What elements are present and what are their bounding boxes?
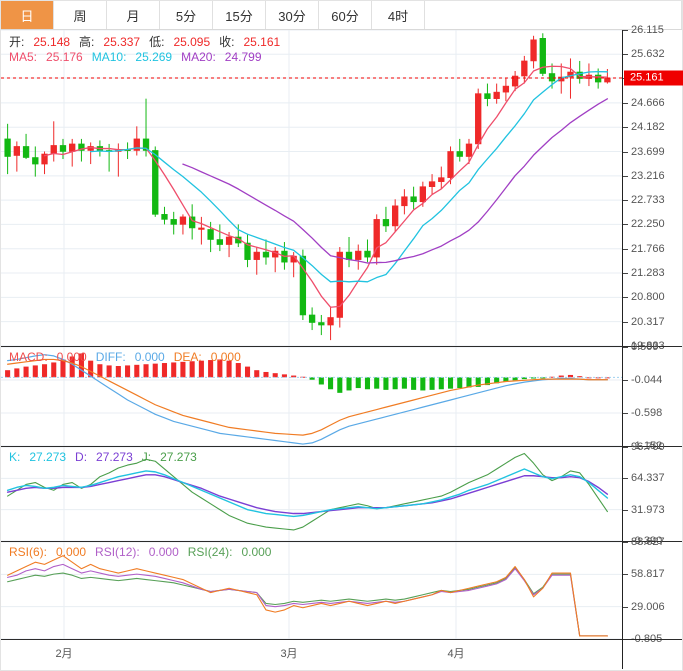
axis-tick-label: -0.598 — [631, 406, 663, 419]
chart-area: 26.115 25.632 25.161 24.666 24.182 23.699 23.2… — [1, 24, 683, 670]
axis-tick-label: 21.766 — [631, 242, 665, 255]
axis-tick — [623, 412, 628, 414]
axis-tick — [623, 509, 628, 511]
macd-axis: 0.509 -0.044 -0.598 -1.152 — [622, 341, 682, 452]
axis-tick-label: 20.317 — [631, 315, 665, 328]
axis-tick-label: 26.115 — [631, 24, 664, 36]
axis-tick-label: 23.216 — [631, 169, 665, 182]
axis-tick — [623, 224, 628, 226]
axis-tick — [623, 347, 628, 348]
axis-tick — [623, 273, 628, 275]
axis-tick — [623, 447, 628, 448]
axis-tick — [623, 54, 628, 56]
axis-tick-label: 24.666 — [631, 96, 665, 109]
axis-tick-label: 23.699 — [631, 145, 665, 158]
x-axis-labels: 2月 3月 4月 — [1, 639, 622, 669]
axis-tick-label: 21.283 — [631, 267, 665, 280]
axis-tick — [623, 248, 628, 250]
axis-tick-label: 22.250 — [631, 218, 665, 231]
axis-tick-label: 0.509 — [631, 341, 659, 353]
axis-tick — [623, 102, 628, 104]
axis-tick-label: 20.800 — [631, 291, 665, 304]
x-axis-corner — [622, 639, 682, 669]
axis-tick-label: 29.006 — [631, 600, 665, 613]
tab-7[interactable]: 4时 — [372, 1, 425, 29]
current-price-badge: 25.161 — [624, 70, 683, 86]
tab-6[interactable]: 60分 — [319, 1, 372, 29]
axis-tick — [623, 175, 628, 177]
timeframe-tabbar: 日周月 5分 15分 30分 60分 4时 — [1, 1, 682, 30]
x-tick-label: 4月 — [447, 648, 465, 660]
tab-2[interactable]: 月 — [107, 1, 160, 29]
tab-1[interactable]: 周 — [54, 1, 107, 29]
axis-tick-label: 24.182 — [631, 121, 665, 134]
axis-tick — [623, 321, 628, 323]
axis-tick — [623, 30, 628, 31]
axis-tick — [623, 297, 628, 299]
kdj-plot[interactable] — [1, 447, 622, 541]
axis-tick — [623, 151, 628, 153]
axis-tick — [623, 606, 628, 608]
axis-tick — [623, 542, 628, 543]
axis-tick-label: 58.817 — [631, 568, 665, 581]
tabbar-filler — [425, 1, 682, 29]
axis-tick-label: 96.700 — [631, 441, 665, 453]
rsi-axis: 88.627 58.817 29.006 -0.805 — [622, 536, 682, 645]
rsi-plot[interactable] — [1, 542, 622, 639]
axis-tick-label: 22.733 — [631, 194, 665, 207]
axis-tick — [623, 574, 628, 576]
tab-4[interactable]: 15分 — [213, 1, 266, 29]
tab-3[interactable]: 5分 — [160, 1, 213, 29]
axis-tick-label: -0.044 — [631, 373, 663, 386]
axis-tick-label: 88.627 — [631, 536, 665, 548]
price-axis: 26.115 25.632 25.161 24.666 24.182 23.699 23.2… — [622, 24, 683, 352]
tab-5[interactable]: 30分 — [266, 1, 319, 29]
axis-tick-label: 64.337 — [631, 472, 665, 485]
x-axis-divider — [1, 639, 682, 640]
price-chart-plot[interactable] — [1, 30, 622, 346]
axis-tick-label: 31.973 — [631, 503, 665, 516]
tab-0[interactable]: 日 — [1, 1, 54, 29]
axis-tick — [623, 379, 628, 381]
axis-tick — [623, 127, 628, 129]
kdj-axis: 96.700 64.337 31.973 -0.390 — [622, 441, 682, 547]
axis-tick-label: 25.632 — [631, 48, 665, 61]
x-tick-label: 3月 — [280, 648, 298, 660]
x-tick-label: 2月 — [55, 648, 73, 660]
axis-tick — [623, 478, 628, 480]
axis-tick — [623, 200, 628, 202]
macd-plot[interactable] — [1, 347, 622, 446]
